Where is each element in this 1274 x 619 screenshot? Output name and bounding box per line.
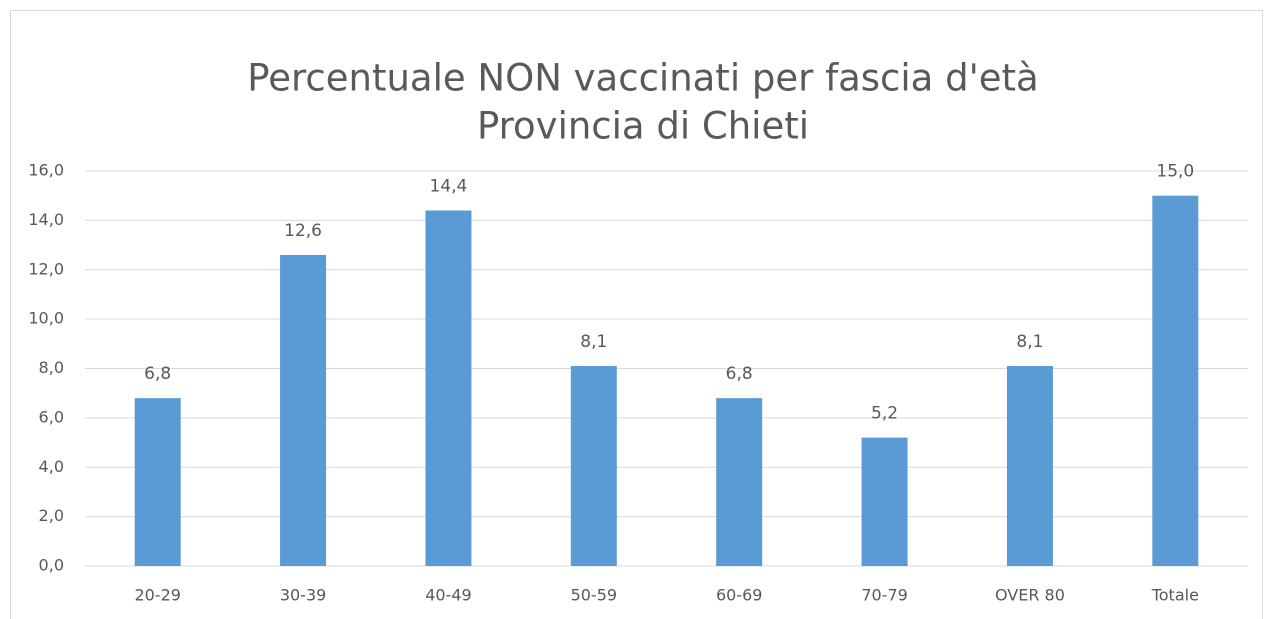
chart-title: Percentuale NON vaccinati per fascia d'e… (247, 57, 1038, 100)
value-label: 12,6 (284, 221, 322, 241)
y-tick-label: 4,0 (39, 457, 64, 476)
chart-subtitle: Provincia di Chieti (477, 105, 809, 148)
y-tick-label: 6,0 (39, 407, 64, 426)
y-tick-label: 12,0 (28, 259, 64, 278)
y-tick-label: 10,0 (28, 309, 64, 328)
y-tick-label: 8,0 (39, 358, 64, 377)
x-tick-label: Totale (1151, 586, 1199, 605)
chart-frame (10, 10, 1263, 619)
x-tick-label: 60-69 (716, 586, 763, 605)
bar (425, 210, 472, 566)
bar (716, 398, 763, 566)
bar (1006, 366, 1053, 566)
bar (134, 398, 181, 566)
x-tick-label: 50-59 (571, 586, 618, 605)
value-label: 15,0 (1156, 162, 1194, 182)
y-tick-label: 2,0 (39, 506, 64, 525)
bar (861, 437, 908, 566)
value-label: 6,8 (144, 364, 171, 384)
value-label: 5,2 (871, 404, 898, 424)
x-tick-label: 70-79 (861, 586, 908, 605)
x-tick-label: 40-49 (425, 586, 472, 605)
value-label: 8,1 (580, 332, 607, 352)
x-tick-label: OVER 80 (995, 586, 1065, 605)
value-label: 14,4 (430, 177, 468, 197)
y-tick-label: 0,0 (39, 556, 64, 575)
bar (1152, 195, 1199, 566)
x-tick-label: 20-29 (134, 586, 181, 605)
bar (570, 366, 617, 566)
value-label: 6,8 (726, 364, 753, 384)
x-tick-label: 30-39 (280, 586, 327, 605)
bar (280, 254, 327, 566)
value-label: 8,1 (1016, 332, 1043, 352)
y-tick-label: 16,0 (28, 161, 64, 180)
y-tick-label: 14,0 (28, 210, 64, 229)
